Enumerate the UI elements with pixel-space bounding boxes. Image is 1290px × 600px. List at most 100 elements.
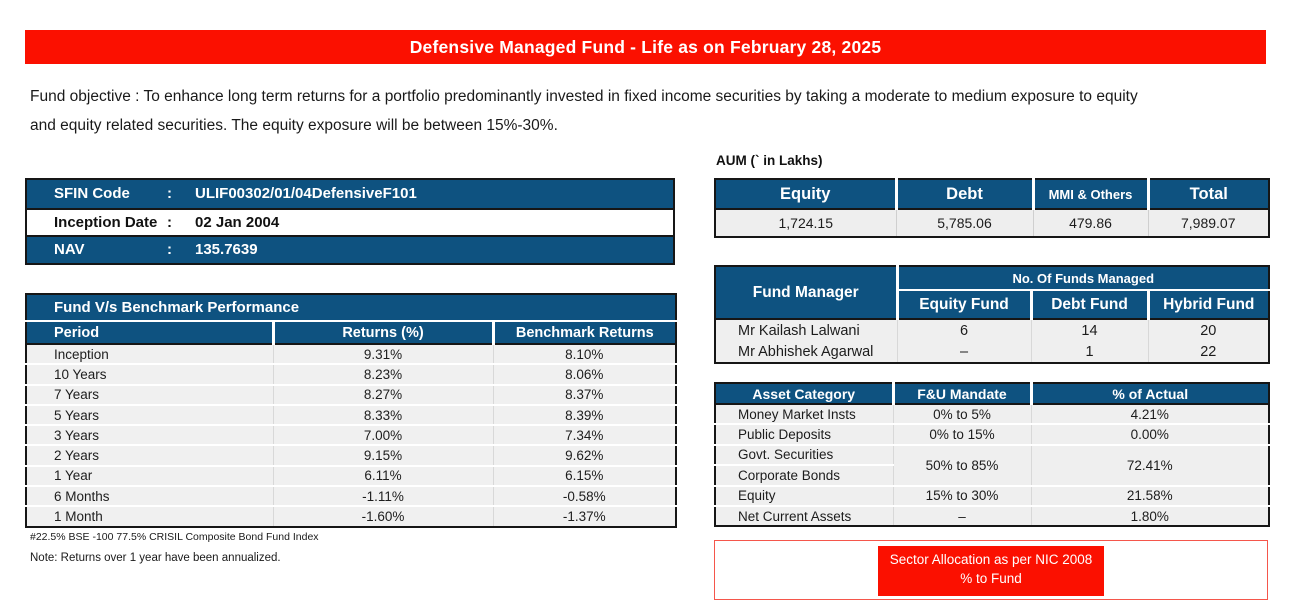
- inception-date-row: Inception Date : 02 Jan 2004: [27, 207, 673, 235]
- mandate-value: 0% to 5%: [892, 402, 1031, 425]
- table-row: 2 Years 9.15% 9.62%: [26, 444, 676, 466]
- equity-fund-count: 6: [896, 319, 1031, 341]
- col-header-equity: Equity: [715, 179, 896, 210]
- fund-manager-header: Fund Manager: [715, 266, 899, 320]
- annualized-returns-note: Note: Returns over 1 year have been annu…: [30, 552, 281, 564]
- col-header-period: Period: [26, 321, 273, 345]
- returns-cell: 8.33%: [272, 403, 493, 426]
- col-header-hybrid-fund: Hybrid Fund: [1146, 290, 1270, 320]
- fund-manager-section: Fund Manager No. Of Funds Managed Equity…: [714, 265, 1271, 364]
- fund-manager-group-row: Fund Manager No. Of Funds Managed: [715, 266, 1270, 320]
- aum-equity-value: 1,724.15: [715, 209, 896, 237]
- inception-date-value: 02 Jan 2004: [195, 213, 280, 231]
- mandate-value: 15% to 30%: [892, 484, 1031, 506]
- actual-value: 1.80%: [1030, 504, 1269, 527]
- aum-section: Equity Debt MMI & Others Total 1,724.15 …: [714, 178, 1270, 238]
- table-row: 6 Months -1.11% -0.58%: [26, 485, 676, 507]
- returns-cell: 7.00%: [272, 424, 493, 446]
- debt-fund-count: 14: [1030, 319, 1148, 341]
- sector-allocation-title: Sector Allocation as per NIC 2008 % to F…: [877, 546, 1105, 596]
- col-header-asset-category: Asset Category: [715, 383, 893, 405]
- fund-manager-subheader-row: Equity Fund Debt Fund Hybrid Fund: [715, 290, 1270, 320]
- benchmark-index-footnote: #22.5% BSE -100 77.5% CRISIL Composite B…: [30, 531, 319, 543]
- benchmark-cell: 6.15%: [492, 464, 676, 487]
- period-cell: 7 Years: [26, 383, 273, 405]
- performance-header-row: Period Returns (%) Benchmark Returns: [26, 321, 676, 345]
- sfin-code-colon: :: [167, 185, 172, 203]
- aum-section-label: AUM (` in Lakhs): [716, 153, 823, 168]
- col-header-equity-fund: Equity Fund: [897, 290, 1031, 320]
- asset-category: Equity: [715, 484, 893, 506]
- manager-name: Mr Kailash Lalwani: [715, 319, 897, 341]
- period-cell: 1 Year: [26, 464, 273, 487]
- manager-name: Mr Abhishek Agarwal: [715, 341, 897, 363]
- col-header-mandate: F&U Mandate: [891, 383, 1031, 405]
- table-row: 5 Years 8.33% 8.39%: [26, 403, 676, 426]
- benchmark-cell: 8.39%: [492, 403, 676, 426]
- table-row: Mr Abhishek Agarwal – 1 22: [715, 341, 1270, 363]
- sector-allocation-line2: % to Fund: [960, 571, 1022, 586]
- nav-colon: :: [167, 241, 172, 259]
- table-row: 3 Years 7.00% 7.34%: [26, 424, 676, 446]
- mandate-value: 50% to 85%: [892, 443, 1031, 486]
- benchmark-cell: -0.58%: [492, 485, 676, 507]
- inception-date-colon: :: [167, 213, 172, 231]
- page-title: Defensive Managed Fund - Life as on Febr…: [409, 36, 882, 57]
- sfin-code-row: SFIN Code : ULIF00302/01/04DefensiveF101: [27, 180, 673, 208]
- fund-manager-table: Fund Manager No. Of Funds Managed Equity…: [714, 265, 1271, 364]
- period-cell: 1 Month: [26, 505, 273, 527]
- benchmark-performance-table: Fund V/s Benchmark Performance Period Re…: [25, 293, 677, 528]
- asset-category: Corporate Bonds: [715, 464, 893, 486]
- table-row: Corporate Bonds: [715, 464, 1269, 486]
- sfin-code-label: SFIN Code: [54, 185, 130, 203]
- asset-category: Money Market Insts: [715, 402, 893, 425]
- actual-value: 4.21%: [1030, 402, 1269, 425]
- period-cell: 5 Years: [26, 403, 273, 426]
- asset-category: Govt. Securities: [715, 443, 893, 466]
- table-row: Money Market Insts 0% to 5% 4.21%: [715, 402, 1269, 425]
- benchmark-cell: 9.62%: [492, 444, 676, 466]
- benchmark-cell: -1.37%: [492, 505, 676, 527]
- returns-cell: 8.23%: [272, 363, 493, 385]
- performance-title-row: Fund V/s Benchmark Performance: [26, 294, 676, 322]
- aum-table: Equity Debt MMI & Others Total 1,724.15 …: [714, 178, 1270, 238]
- asset-allocation-section: Asset Category F&U Mandate % of Actual M…: [714, 382, 1270, 528]
- col-header-benchmark: Benchmark Returns: [491, 321, 676, 345]
- returns-cell: 6.11%: [272, 464, 493, 487]
- col-header-debt-fund: Debt Fund: [1029, 290, 1148, 320]
- table-row: Equity 15% to 30% 21.58%: [715, 484, 1269, 506]
- sector-allocation-box: Sector Allocation as per NIC 2008 % to F…: [714, 540, 1268, 600]
- table-row: 1 Year 6.11% 6.15%: [26, 464, 676, 487]
- fund-objective: Fund objective : To enhance long term re…: [30, 82, 1270, 140]
- aum-mmi-value: 479.86: [1032, 209, 1148, 237]
- inception-date-label: Inception Date: [54, 213, 158, 231]
- nav-label: NAV: [54, 241, 85, 259]
- table-row: 7 Years 8.27% 8.37%: [26, 383, 676, 405]
- benchmark-performance-section: Fund V/s Benchmark Performance Period Re…: [25, 293, 677, 528]
- period-cell: 2 Years: [26, 444, 273, 466]
- aum-total-value: 7,989.07: [1147, 209, 1269, 237]
- title-banner: Defensive Managed Fund - Life as on Febr…: [25, 30, 1266, 64]
- returns-cell: -1.60%: [272, 505, 493, 527]
- returns-cell: 9.31%: [272, 344, 493, 365]
- sector-allocation-line1: Sector Allocation as per NIC 2008: [889, 552, 1093, 567]
- asset-category: Public Deposits: [715, 423, 893, 445]
- fund-info-box: SFIN Code : ULIF00302/01/04DefensiveF101…: [25, 178, 675, 265]
- period-cell: 3 Years: [26, 424, 273, 446]
- fund-objective-line2: and equity related securities. The equit…: [30, 117, 558, 134]
- table-row: Inception 9.31% 8.10%: [26, 344, 676, 365]
- sfin-code-value: ULIF00302/01/04DefensiveF101: [195, 185, 417, 203]
- asset-category: Net Current Assets: [715, 504, 893, 527]
- col-header-total: Total: [1146, 179, 1269, 210]
- actual-value: 0.00%: [1030, 423, 1269, 445]
- mandate-value: 0% to 15%: [892, 423, 1031, 445]
- equity-fund-count: –: [896, 341, 1031, 363]
- benchmark-cell: 7.34%: [492, 424, 676, 446]
- actual-value: 21.58%: [1030, 484, 1269, 506]
- funds-managed-group-header: No. Of Funds Managed: [897, 266, 1270, 291]
- mandate-value: –: [892, 504, 1031, 527]
- col-header-returns: Returns (%): [271, 321, 493, 345]
- table-row: 1 Month -1.60% -1.37%: [26, 505, 676, 527]
- table-row: 10 Years 8.23% 8.06%: [26, 363, 676, 385]
- returns-cell: -1.11%: [272, 485, 493, 507]
